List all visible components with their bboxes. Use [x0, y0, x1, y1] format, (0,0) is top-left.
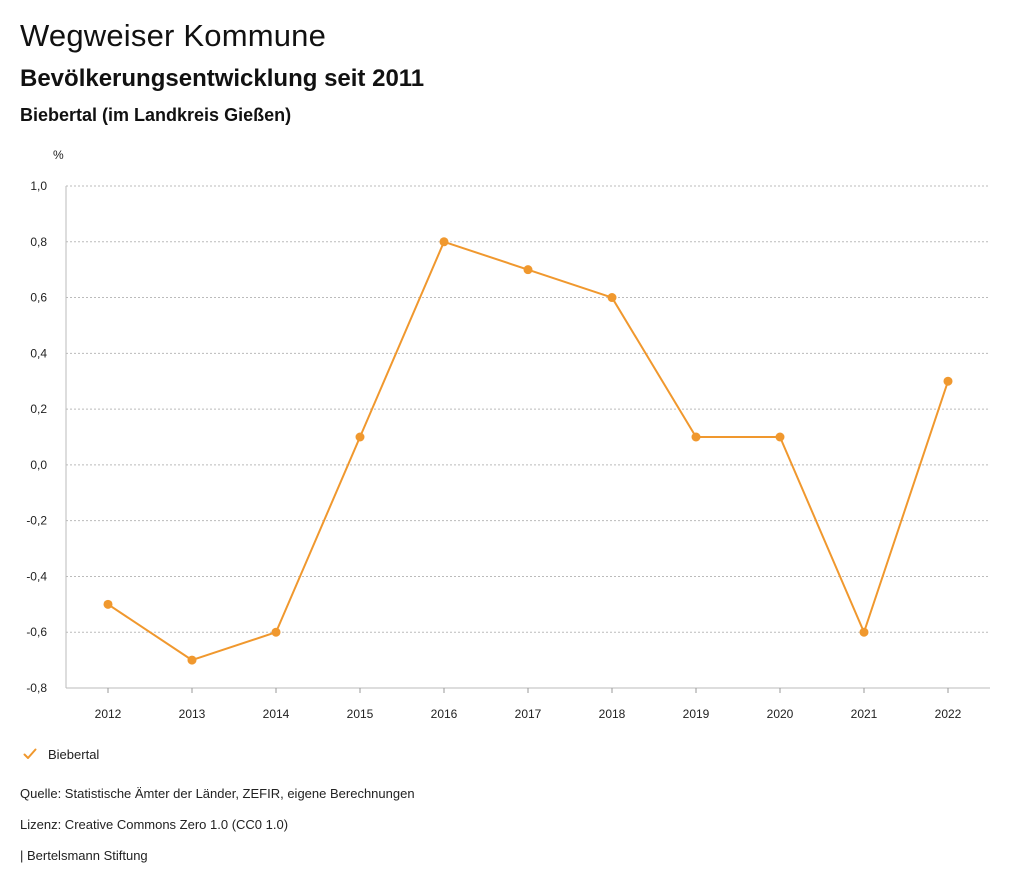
data-point-2015: [355, 432, 365, 442]
series-biebertal: [103, 237, 953, 665]
x-tick-label: 2014: [263, 707, 290, 721]
x-tick-label: 2016: [431, 707, 458, 721]
x-tick-label: 2015: [347, 707, 374, 721]
check-icon[interactable]: [22, 746, 38, 762]
x-tick-label: 2018: [599, 707, 626, 721]
x-tick-label: 2021: [851, 707, 878, 721]
data-point-2021: [859, 627, 869, 637]
publisher-note: | Bertelsmann Stiftung: [20, 848, 148, 863]
y-tick-label: 0,0: [30, 458, 47, 472]
data-point-2012: [103, 599, 113, 609]
line-chart: 1,00,80,60,40,20,0-0,2-0,4-0,6-0,8 2012 2…: [26, 148, 990, 721]
data-point-2017: [523, 265, 533, 275]
x-tick-label: 2013: [179, 707, 206, 721]
y-axis-ticks: 1,0 0,8 0,6 0,4 0,2 0,0 -0,2 -0,4 -0,6 -0,8: [26, 179, 47, 695]
data-point-2020: [775, 432, 785, 442]
legend: Biebertal: [22, 744, 99, 764]
chart-subtitle: Bevölkerungsentwicklung seit 2011: [20, 65, 425, 92]
data-point-2022: [943, 376, 953, 386]
y-tick-label: 0,4: [30, 346, 47, 360]
series-line: [107, 240, 949, 662]
y-axis-unit-label: %: [53, 148, 64, 162]
chart-title: Wegweiser Kommune: [20, 18, 327, 53]
data-point-2019: [691, 432, 701, 442]
data-point-2013: [187, 655, 197, 665]
y-tick-label: 0,8: [30, 235, 47, 249]
y-tick-label: 0,2: [30, 402, 47, 416]
y-tick-label: 0,6: [30, 291, 47, 305]
x-tick-label: 2020: [767, 707, 794, 721]
y-tick-label: -0,2: [26, 514, 47, 528]
x-axis-ticks: 2012 2013 2014 2015 2016 2017 2018 2019 2020 2021…: [95, 688, 962, 721]
x-tick-label: 2019: [683, 707, 710, 721]
x-tick-label: 2022: [935, 707, 962, 721]
x-tick-label: 2012: [95, 707, 122, 721]
x-tick-label: 2017: [515, 707, 542, 721]
grid-lines: [65, 185, 990, 689]
y-tick-label: -0,6: [26, 625, 47, 639]
region-label: Biebertal (im Landkreis Gießen): [20, 105, 292, 125]
data-point-2016: [439, 237, 449, 247]
license-note: Lizenz: Creative Commons Zero 1.0 (CC0 1…: [20, 817, 289, 832]
data-point-2018: [607, 293, 617, 303]
y-tick-label: 1,0: [30, 179, 47, 193]
data-point-2014: [271, 627, 281, 637]
y-tick-label: -0,8: [26, 681, 47, 695]
source-note: Quelle: Statistische Ämter der Länder, Z…: [20, 786, 415, 801]
legend-label-biebertal[interactable]: Biebertal: [48, 746, 100, 762]
y-tick-label: -0,4: [26, 569, 47, 583]
